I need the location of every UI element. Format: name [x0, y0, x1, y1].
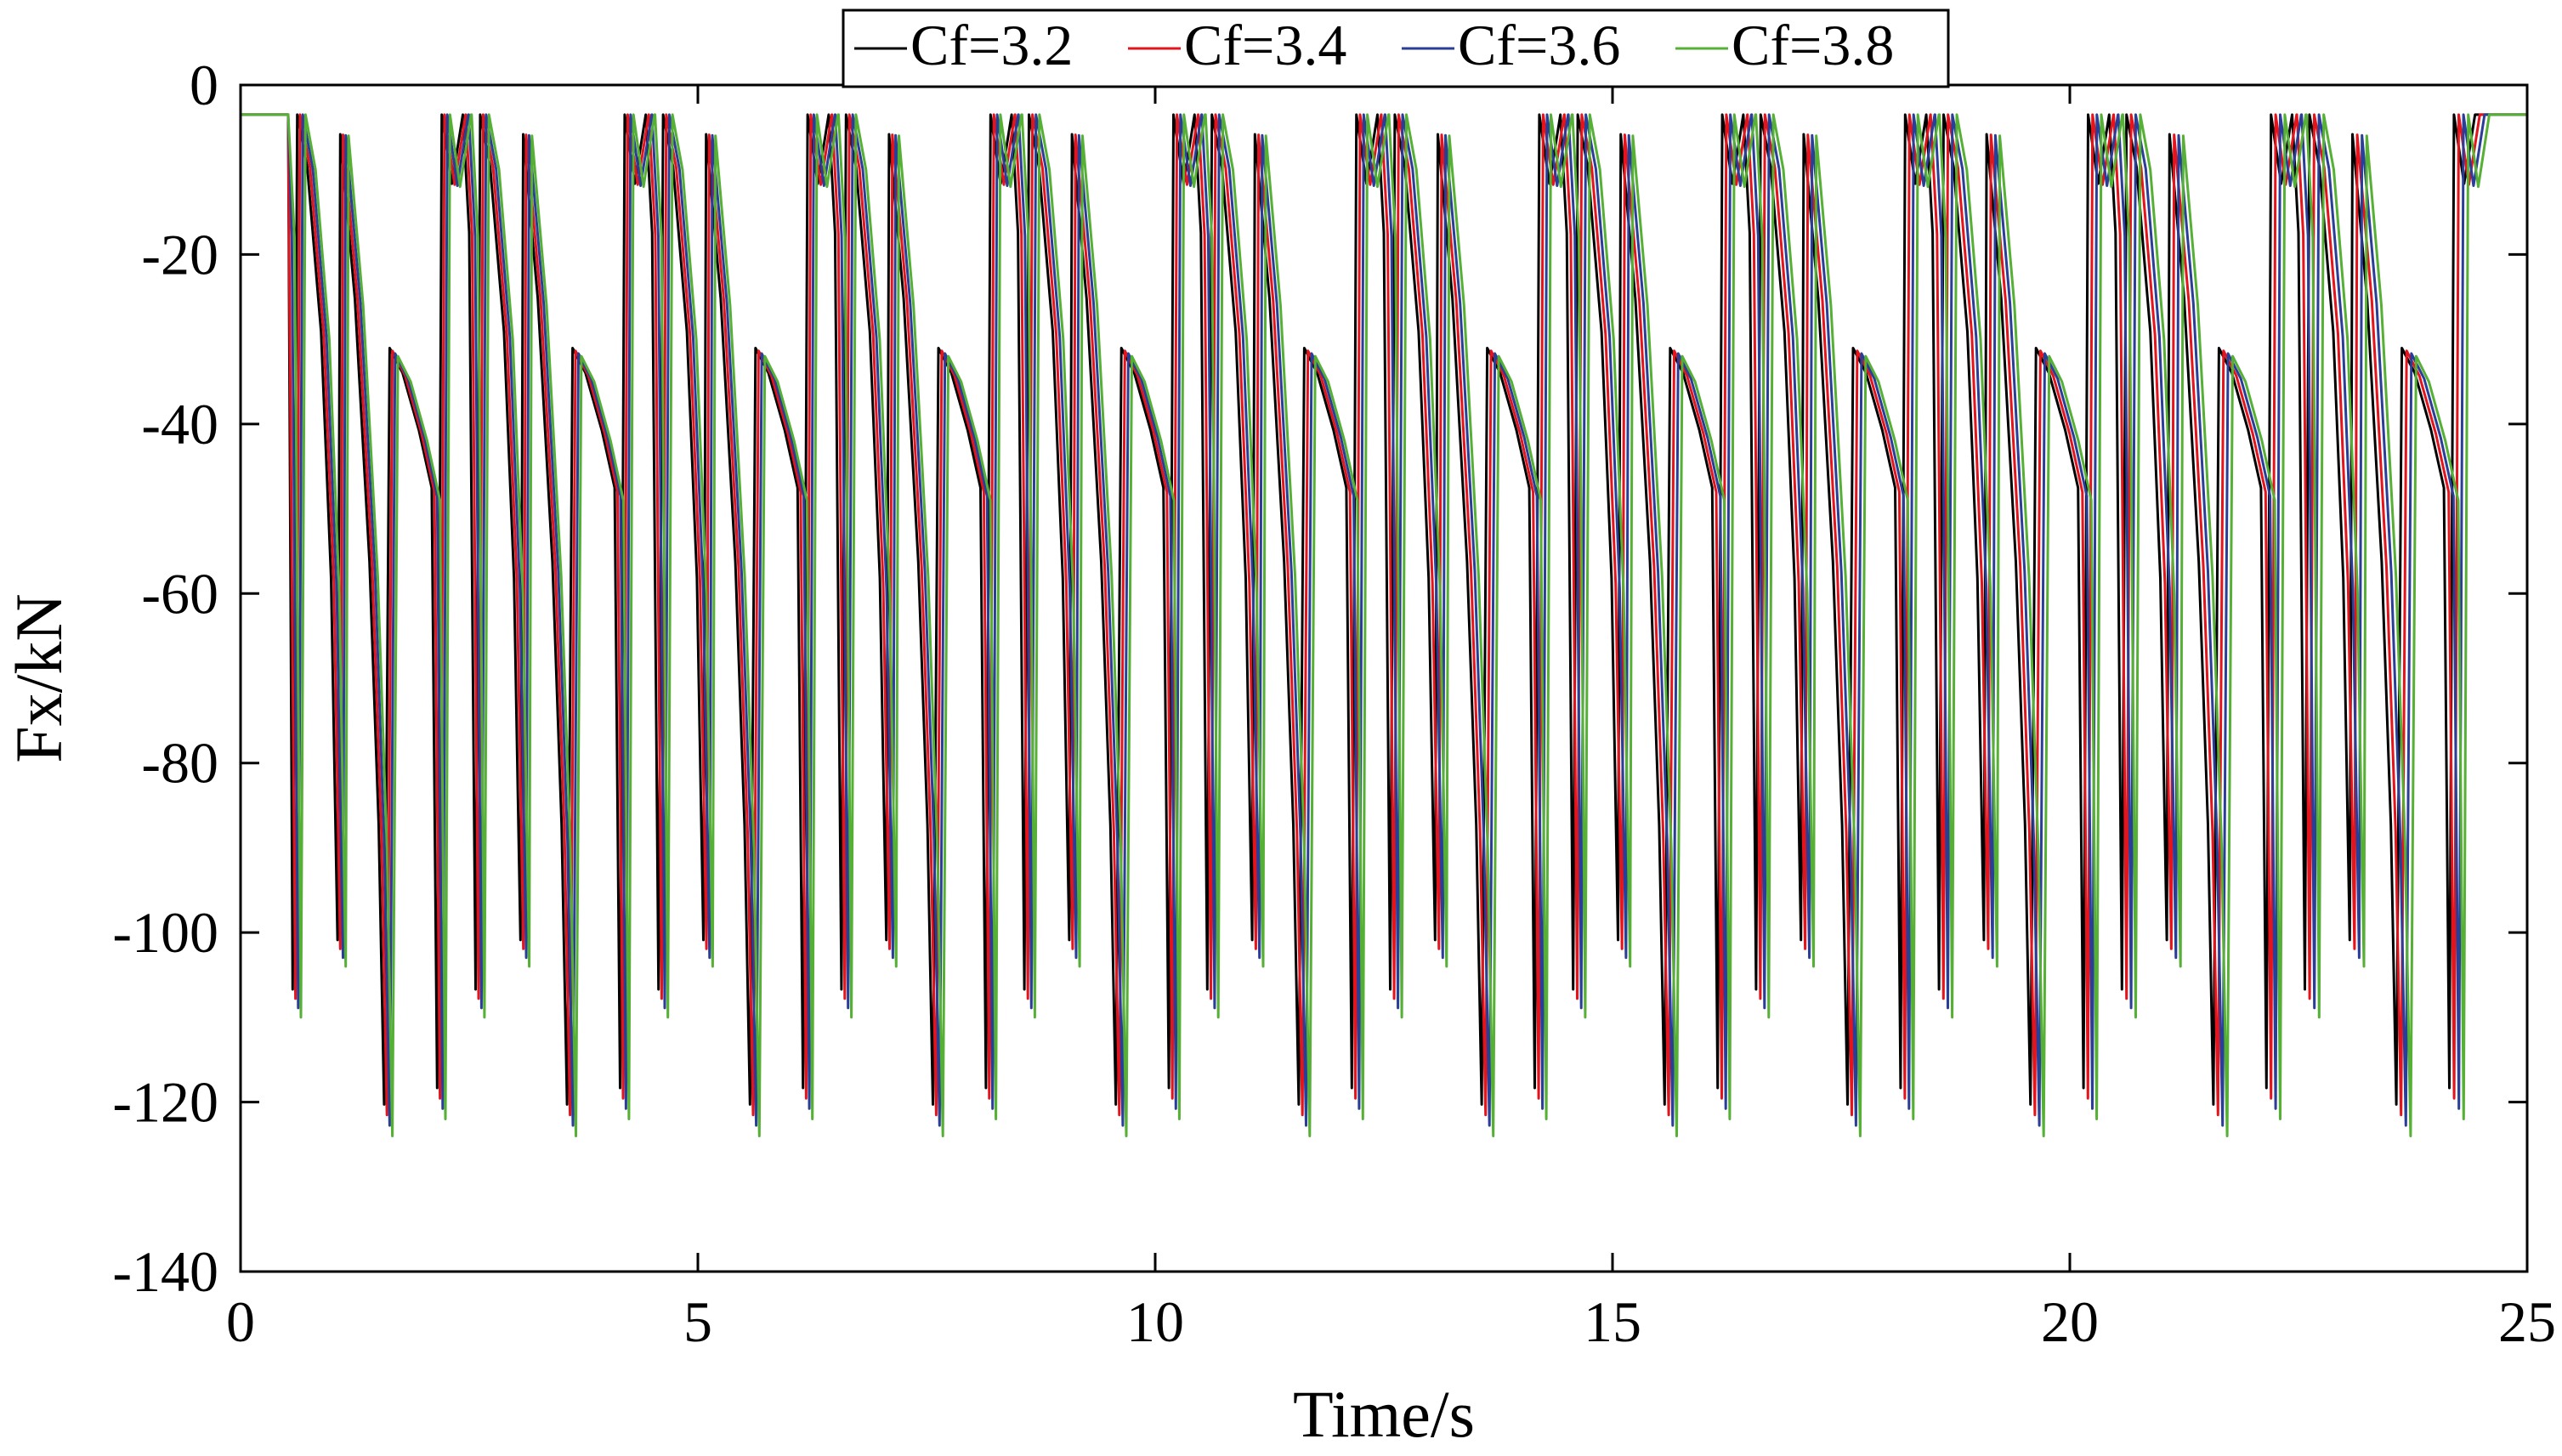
x-tick-label: 0 — [226, 1289, 255, 1354]
series-line-cf-3-6 — [241, 113, 2527, 1127]
ticks-layer: 0 5 10 15 20 25 0 -20 -40 -60 -80 -100 -120 -140 — [112, 53, 2556, 1354]
y-tick-label: -100 — [112, 900, 218, 965]
x-tick-label: 20 — [2041, 1289, 2099, 1354]
y-tick-label: -140 — [112, 1239, 218, 1304]
legend-box — [842, 8, 1950, 88]
y-tick-label: -20 — [141, 222, 218, 286]
x-tick-label: 25 — [2498, 1289, 2556, 1354]
series-line-cf-3-8 — [241, 113, 2527, 1137]
legend: Cf=3.2 Cf=3.4 Cf=3.6 Cf=3.8 — [842, 8, 1950, 88]
series-layer — [241, 113, 2527, 1137]
y-tick-label: 0 — [190, 53, 218, 117]
y-tick-label: -120 — [112, 1070, 218, 1135]
y-axis-label: Fx/kN — [2, 593, 76, 762]
legend-label: Cf=3.4 — [1184, 13, 1346, 77]
y-tick-label: -40 — [141, 392, 218, 456]
legend-label: Cf=3.8 — [1732, 13, 1894, 77]
x-tick-label: 15 — [1584, 1289, 1641, 1354]
x-axis-label: Time/s — [1293, 1377, 1475, 1451]
x-tick-label: 5 — [683, 1289, 712, 1354]
legend-label: Cf=3.6 — [1458, 13, 1620, 77]
legend-label: Cf=3.2 — [910, 13, 1073, 77]
series-line-cf-3-4 — [241, 113, 2527, 1117]
x-tick-label: 10 — [1126, 1289, 1184, 1354]
y-tick-label: -60 — [141, 561, 218, 626]
y-tick-label: -80 — [141, 731, 218, 796]
